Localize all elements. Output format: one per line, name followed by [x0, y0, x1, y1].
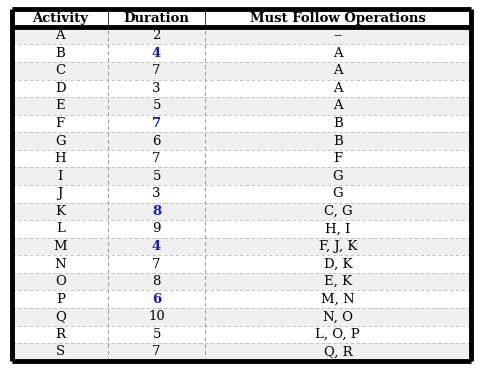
Text: N, O: N, O [323, 310, 353, 323]
Text: M: M [54, 240, 67, 253]
Text: 7: 7 [152, 346, 161, 359]
Text: Must Follow Operations: Must Follow Operations [250, 11, 426, 24]
Text: N: N [55, 258, 66, 270]
Text: B: B [333, 117, 343, 130]
Text: A: A [333, 47, 342, 60]
Text: C, G: C, G [324, 205, 352, 218]
Bar [12, 62, 471, 80]
Text: K: K [55, 205, 65, 218]
Bar [12, 290, 471, 308]
Bar [12, 27, 471, 44]
Text: 8: 8 [153, 275, 161, 288]
Bar [12, 238, 471, 255]
Text: M, N: M, N [321, 293, 355, 306]
Bar [12, 308, 471, 326]
Bar [12, 150, 471, 167]
Text: 9: 9 [152, 222, 161, 235]
Bar [12, 44, 471, 62]
Text: 3: 3 [152, 187, 161, 200]
Text: P: P [56, 293, 65, 306]
Text: D, K: D, K [324, 258, 352, 270]
Text: 8: 8 [152, 205, 161, 218]
Bar [12, 80, 471, 97]
Text: B: B [56, 47, 65, 60]
Text: F, J, K: F, J, K [319, 240, 357, 253]
Text: F: F [56, 117, 65, 130]
Text: 5: 5 [153, 100, 161, 112]
Text: E: E [56, 100, 65, 112]
Text: 7: 7 [152, 117, 161, 130]
Bar [12, 9, 471, 27]
Bar [12, 220, 471, 238]
Bar [12, 185, 471, 202]
Bar [12, 343, 471, 361]
Text: 3: 3 [152, 82, 161, 95]
Text: B: B [333, 135, 343, 148]
Text: 5: 5 [153, 170, 161, 183]
Text: 5: 5 [153, 328, 161, 341]
Text: G: G [333, 187, 343, 200]
Bar [12, 115, 471, 132]
Text: A: A [333, 100, 342, 112]
Text: Activity: Activity [32, 11, 88, 24]
Text: 4: 4 [152, 47, 161, 60]
Text: S: S [56, 346, 65, 359]
Text: Q: Q [55, 310, 66, 323]
Text: D: D [55, 82, 66, 95]
Bar [12, 203, 471, 220]
Bar [12, 273, 471, 290]
Bar [12, 132, 471, 150]
Bar [12, 167, 471, 185]
Text: Q, R: Q, R [324, 346, 352, 359]
Text: 7: 7 [152, 258, 161, 270]
Text: F: F [333, 152, 342, 165]
Text: --: -- [333, 29, 342, 42]
Text: 7: 7 [152, 64, 161, 77]
Bar [12, 255, 471, 273]
Text: J: J [57, 187, 63, 200]
Text: R: R [55, 328, 65, 341]
Text: G: G [55, 135, 66, 148]
Text: A: A [56, 29, 65, 42]
Text: 10: 10 [148, 310, 165, 323]
Text: 6: 6 [152, 135, 161, 148]
Text: O: O [55, 275, 66, 288]
Text: 2: 2 [153, 29, 161, 42]
Text: Duration: Duration [124, 11, 189, 24]
Text: C: C [55, 64, 65, 77]
Text: 4: 4 [152, 240, 161, 253]
Text: G: G [333, 170, 343, 183]
Bar [12, 97, 471, 115]
Text: A: A [333, 64, 342, 77]
Text: A: A [333, 82, 342, 95]
Text: 6: 6 [152, 293, 161, 306]
Text: 7: 7 [152, 152, 161, 165]
Text: L, O, P: L, O, P [315, 328, 360, 341]
Text: H: H [55, 152, 66, 165]
Text: E, K: E, K [324, 275, 352, 288]
Bar [12, 326, 471, 343]
Text: I: I [57, 170, 63, 183]
Text: L: L [56, 222, 65, 235]
Text: H, I: H, I [325, 222, 351, 235]
